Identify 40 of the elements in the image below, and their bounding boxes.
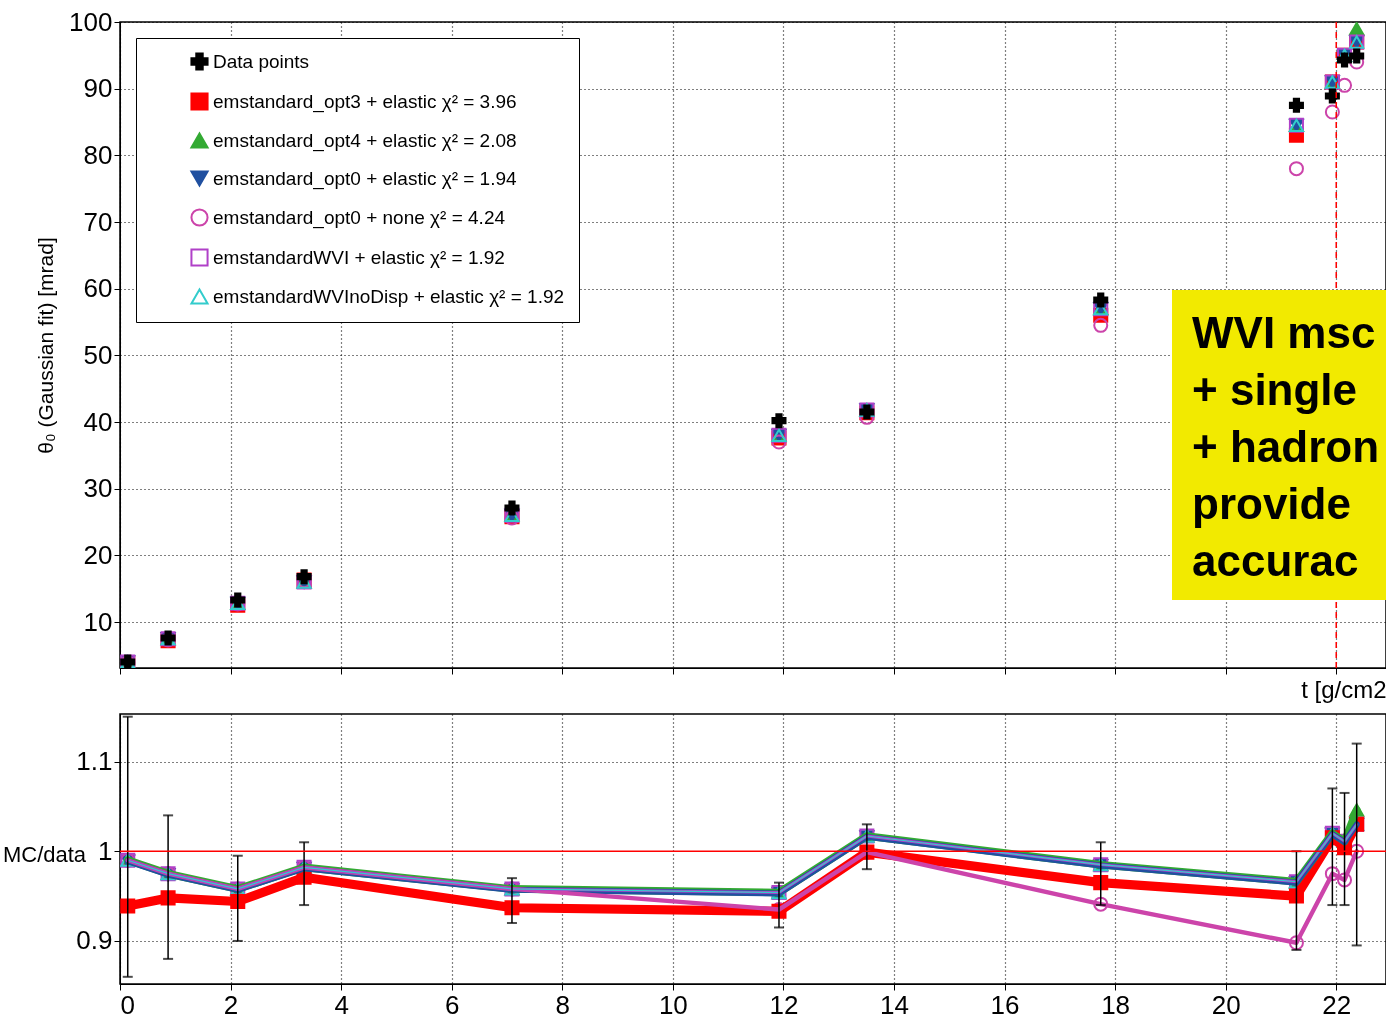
x-tick-label: 10 <box>658 989 688 1020</box>
legend-label: emstandardWVInoDisp + elastic χ² = 1.92 <box>213 285 565 307</box>
annotation: accurac <box>1192 535 1360 587</box>
legend-label: emstandard_opt0 + none χ² = 4.24 <box>213 206 506 229</box>
y-tick-label: 70 <box>83 206 113 237</box>
x-tick-label: 6 <box>444 989 460 1020</box>
y-tick-label: 40 <box>83 406 113 437</box>
x-tick-label: 4 <box>334 989 349 1020</box>
x-tick-label: 12 <box>769 989 799 1020</box>
legend-label: emstandard_opt3 + elastic χ² = 3.96 <box>213 90 517 113</box>
y-tick-label: 60 <box>83 273 113 304</box>
annotation: WVI msc <box>1192 307 1377 359</box>
x-tick-label: 0 <box>120 989 135 1020</box>
legend-label: Data points <box>213 50 310 72</box>
y-tick-label: 10 <box>83 606 113 637</box>
legend-label: emstandard_opt0 + elastic χ² = 1.94 <box>213 167 518 190</box>
y-tick-label: 1 <box>98 835 113 866</box>
legend-label: emstandard_opt4 + elastic χ² = 2.08 <box>213 129 517 152</box>
x-tick-label: 22 <box>1322 989 1352 1020</box>
y-tick-label: 80 <box>83 139 113 170</box>
y-axis-title: θ₀ (Gaussian fit) [mrad] <box>34 237 58 454</box>
x-tick-label: 8 <box>555 989 571 1020</box>
x-tick-label: 2 <box>223 989 239 1020</box>
legend-label: emstandardWVI + elastic χ² = 1.92 <box>213 246 505 268</box>
annotation: + hadron <box>1192 421 1381 473</box>
y-tick-label: 0.9 <box>76 925 113 956</box>
annotation: provide <box>1192 478 1352 530</box>
y-tick-label: 50 <box>83 339 113 370</box>
x-axis-title: t [g/cm2 <box>1301 676 1386 703</box>
x-tick-label: 14 <box>880 989 909 1020</box>
y-axis-title: MC/data <box>2 841 87 867</box>
x-tick-label: 16 <box>990 989 1020 1020</box>
y-tick-label: 100 <box>69 6 113 37</box>
annotation: + single <box>1192 364 1359 416</box>
y-tick-label: 1.1 <box>76 746 113 777</box>
x-tick-label: 18 <box>1101 989 1131 1020</box>
y-tick-label: 30 <box>83 473 113 504</box>
x-tick-label: 20 <box>1211 989 1241 1020</box>
y-tick-label: 20 <box>83 539 113 570</box>
y-tick-label: 90 <box>83 73 113 104</box>
